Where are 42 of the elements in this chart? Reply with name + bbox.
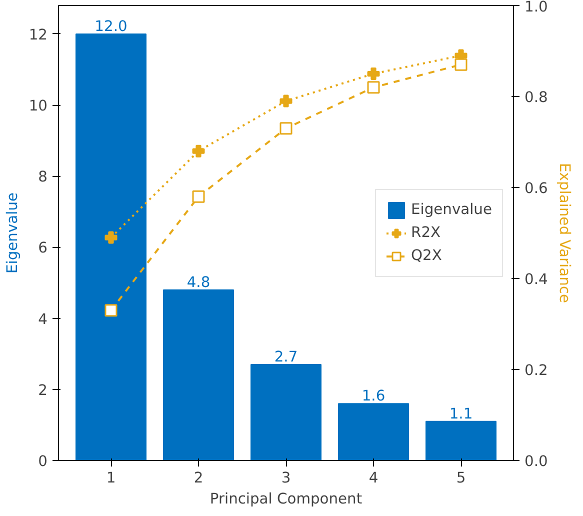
point (367, 81, 380, 94)
x-axis-title: Principal Component (210, 490, 362, 508)
data-label: 2.7 (274, 348, 298, 366)
y2-tick-label: 0.0 (524, 453, 548, 470)
data-label: 1.1 (449, 405, 473, 422)
legend-label: Q2X (411, 247, 442, 264)
x-tick-label: 3 (281, 470, 291, 486)
point (104, 304, 118, 317)
legend-label: R2X (411, 224, 441, 241)
y2-tick-label: 0.8 (524, 89, 548, 106)
x-tick-label: 5 (456, 470, 466, 486)
x-tick-label: 2 (194, 470, 204, 486)
y2-tick-label: 0.4 (524, 271, 548, 288)
y-tick-label: 6 (38, 240, 48, 257)
legend-label: Eigenvalue (411, 201, 492, 218)
y2-tick-label: 0.6 (524, 180, 548, 197)
bar (250, 364, 322, 460)
point (280, 122, 292, 135)
y-tick-label: 4 (38, 310, 48, 328)
point (192, 144, 205, 158)
x-tick-label: 1 (106, 470, 116, 486)
y-tick-label: 8 (38, 168, 48, 186)
y2-tick-label: 1.0 (524, 0, 548, 16)
y-tick-label: 2 (38, 382, 48, 399)
point (192, 190, 205, 203)
point (104, 231, 118, 244)
y-tick-label: 12 (28, 26, 48, 44)
y-tick-label: 0 (38, 453, 48, 470)
data-label: 12.0 (94, 18, 128, 35)
point (367, 68, 380, 80)
x-tick-label: 4 (368, 470, 378, 486)
point (280, 94, 292, 108)
bar (338, 403, 409, 460)
y-axis-title: Eigenvalue (4, 192, 21, 274)
y-tick-label: 10 (28, 98, 48, 115)
bar (76, 33, 146, 460)
data-label: 1.6 (362, 388, 386, 405)
bar (163, 289, 234, 460)
bar (426, 420, 496, 460)
y2-tick-label: 0.2 (524, 362, 548, 379)
data-label: 4.8 (186, 274, 210, 291)
y2-axis-title: Explained Variance (556, 163, 573, 303)
